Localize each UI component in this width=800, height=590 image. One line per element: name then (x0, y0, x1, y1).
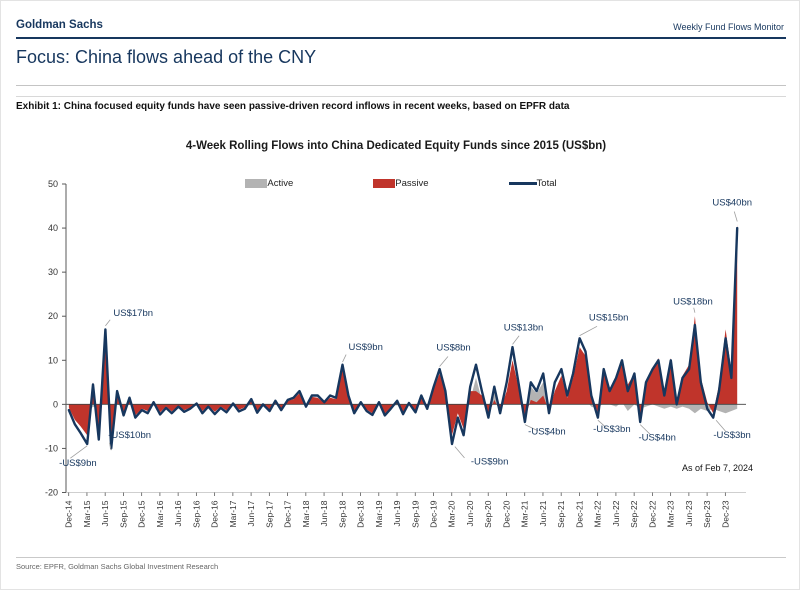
x-axis-label: Mar-15 (82, 500, 92, 527)
divider-rule-top (16, 85, 786, 86)
page-title: Focus: China flows ahead of the CNY (16, 47, 317, 67)
annotation-label: -US$10bn (108, 430, 151, 441)
exhibit-caption: Exhibit 1: China focused equity funds ha… (16, 101, 570, 112)
annotation-leader (105, 319, 111, 327)
x-axis-label: Sep-20 (483, 500, 493, 528)
x-axis-label: Jun-17 (246, 500, 256, 526)
x-axis-label: Dec-19 (429, 500, 439, 528)
x-axis-label: Jun-15 (100, 500, 110, 526)
annotation-label: US$17bn (113, 308, 153, 319)
y-axis-label: -20 (45, 488, 58, 498)
x-axis-label: Mar-17 (228, 500, 238, 527)
annotation-label: US$18bn (673, 297, 713, 308)
x-axis-label: Mar-23 (666, 500, 676, 527)
annotation-label: -US$3bn (713, 430, 751, 441)
x-axis-label: Mar-22 (593, 500, 603, 527)
x-axis-label: Mar-16 (155, 500, 165, 527)
total-line (67, 226, 739, 450)
annotation-label: US$40bn (712, 197, 752, 208)
x-axis-label: Sep-16 (191, 500, 201, 528)
y-axis-label: 10 (48, 355, 58, 365)
header-rule (16, 37, 786, 39)
annotation-leader (439, 356, 449, 367)
x-axis-label: Dec-18 (356, 500, 366, 528)
x-axis-label: Sep-22 (629, 500, 639, 528)
x-axis-label: Sep-21 (556, 500, 566, 528)
y-axis-label: 30 (48, 267, 58, 277)
annotation-leader (579, 325, 598, 336)
x-axis-label: Mar-18 (301, 500, 311, 527)
flows-chart: 50 40 30 20 10 0 -10 -20 Dec-14 Mar-15 Jun-15 Sep-1… (45, 179, 753, 528)
divider-rule-bottom (16, 96, 786, 97)
annotation-leader (342, 354, 347, 363)
y-axis-label: 0 (53, 399, 58, 409)
annotation-label: -US$9bn (471, 457, 509, 468)
footer-rule (16, 557, 786, 558)
chart-title: 4-Week Rolling Flows into China Dedicate… (185, 140, 607, 152)
x-axis-label: Dec-22 (647, 500, 657, 528)
report-title: Weekly Fund Flows Monitor (673, 22, 784, 32)
annotation-label: US$8bn (436, 342, 470, 353)
x-axis-label: Dec-20 (501, 500, 511, 528)
brand-logo-text: Goldman Sachs (16, 19, 103, 31)
annotation-leader (693, 307, 696, 313)
x-axis-label: Sep-19 (410, 500, 420, 528)
x-axis-label: Dec-21 (574, 500, 584, 528)
x-axis-label: Mar-21 (520, 500, 530, 527)
x-axis-label: Dec-23 (720, 500, 730, 528)
annotation-leader (733, 211, 738, 222)
x-axis-label: Dec-17 (283, 500, 293, 528)
annotation-leader (639, 424, 651, 435)
y-axis-label: 20 (48, 311, 58, 321)
annotation-label: -US$4bn (638, 433, 676, 444)
annotation-label: -US$9bn (59, 458, 97, 469)
x-axis-label: Sep-15 (118, 500, 128, 528)
x-axis-label: Dec-14 (64, 500, 74, 528)
y-axis-label: 40 (48, 223, 58, 233)
annotation-leader (70, 445, 88, 459)
x-axis-label: Jun-16 (173, 500, 183, 526)
x-axis-label: Jun-21 (538, 500, 548, 526)
annotation-leader (109, 442, 112, 451)
x-axis-label: Jun-20 (465, 500, 475, 526)
x-axis-label: Mar-20 (447, 500, 457, 527)
x-axis-label: Jun-22 (611, 500, 621, 526)
y-axis-label: 50 (48, 179, 58, 189)
annotation-label: US$9bn (349, 342, 383, 353)
annotation-leader (454, 446, 465, 459)
x-axis-label: Jun-19 (392, 500, 402, 526)
x-axis-label: Dec-15 (137, 500, 147, 528)
annotation-label: -US$4bn (528, 427, 566, 438)
annotation-label: -US$3bn (593, 424, 631, 435)
annotation-leader (597, 419, 607, 428)
x-axis-label: Jun-23 (684, 500, 694, 526)
x-axis-label: Sep-18 (337, 500, 347, 528)
annotation-leader (524, 424, 539, 432)
x-axis-label: Dec-16 (210, 500, 220, 528)
annotation-leader (512, 335, 520, 345)
annotation-label: US$15bn (589, 313, 629, 324)
as-of-label: As of Feb 7, 2024 (682, 463, 753, 473)
annotation-leader (715, 419, 726, 432)
x-axis-label: Mar-19 (374, 500, 384, 527)
source-note: Source: EPFR, Goldman Sachs Global Inves… (16, 562, 219, 571)
annotation-label: US$13bn (504, 322, 544, 333)
x-axis-label: Sep-17 (264, 500, 274, 528)
y-axis-label: -10 (45, 443, 58, 453)
x-axis-label: Sep-23 (702, 500, 712, 528)
x-axis-label: Jun-18 (319, 500, 329, 526)
